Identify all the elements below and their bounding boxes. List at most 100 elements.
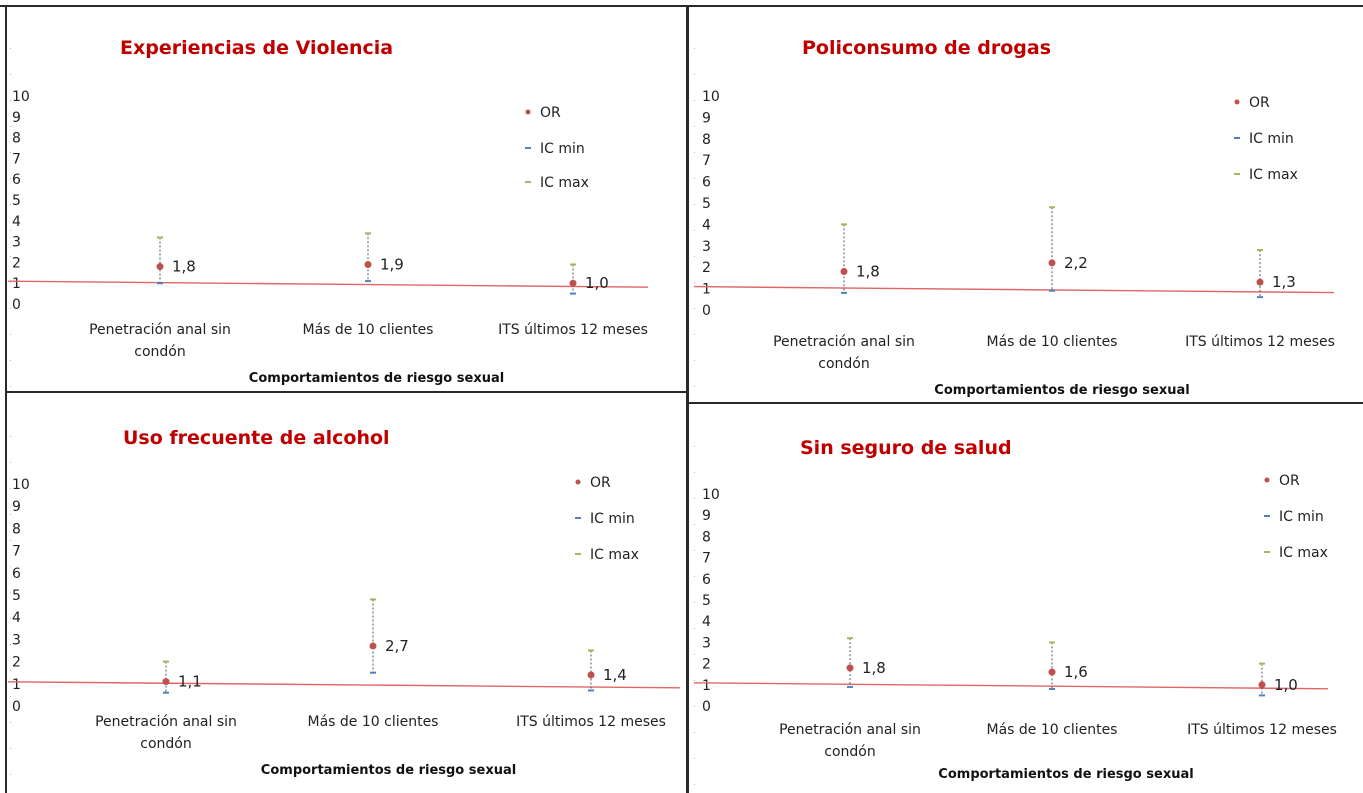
chart-panel-violencia: Experiencias de Violencia 0 1 2 3 4 5 6 7 8 9 10 1,8… — [7, 8, 684, 392]
y-tick-label: 10 — [702, 89, 720, 105]
or-data-label: 1,8 — [862, 659, 886, 677]
frame-dot — [694, 230, 695, 231]
chart-drogas: Policonsumo de drogas 0 1 2 3 4 5 6 7 8 9 10 1,8 Pene… — [693, 37, 1335, 398]
y-tick-label: 1 — [702, 678, 711, 694]
category-label: Más de 10 clientes — [987, 334, 1118, 350]
chart-title: Policonsumo de drogas — [802, 37, 1051, 59]
y-tick-label: 4 — [12, 610, 21, 626]
y-tick-label: 6 — [702, 175, 711, 191]
or-data-label: 1,0 — [1274, 676, 1298, 694]
category-label: ITS últimos 12 meses — [1185, 334, 1335, 350]
frame-dot — [694, 282, 695, 283]
legend-ic-min-label: IC min — [590, 511, 635, 527]
y-tick-label: 1 — [12, 677, 21, 693]
border-top — [0, 5, 1363, 7]
y-tick-label: 6 — [12, 566, 21, 582]
y-tick-label: 10 — [702, 487, 720, 503]
frame-dot — [694, 524, 695, 525]
legend: OR IC min IC max — [1234, 95, 1298, 183]
y-tick-label: 3 — [12, 632, 21, 648]
category-label: Penetración anal sin — [95, 714, 237, 730]
y-tick-label: 4 — [12, 214, 21, 230]
y-tick-label: 0 — [12, 699, 21, 715]
y-tick-label: 2 — [12, 655, 21, 671]
y-tick-label: 0 — [702, 699, 711, 715]
frame-dot — [10, 230, 11, 231]
or-data-label: 1,1 — [178, 673, 202, 691]
frame-dot — [10, 48, 11, 49]
legend-or-label: OR — [1249, 95, 1270, 111]
y-tick-label: 3 — [702, 239, 711, 255]
frame-dot — [694, 360, 695, 361]
y-tick-label: 9 — [12, 110, 21, 126]
x-axis-title: Comportamientos de riesgo sexual — [938, 767, 1193, 782]
chart-panel-drogas: Policonsumo de drogas 0 1 2 3 4 5 6 7 8 9 10 1,8 Pene… — [692, 8, 1360, 402]
or-data-label: 2,7 — [385, 637, 409, 655]
frame-dot — [10, 696, 11, 697]
category-label: Más de 10 clientes — [303, 322, 434, 338]
or-point — [156, 263, 164, 271]
or-point — [587, 671, 595, 679]
y-tick-label: 7 — [12, 151, 21, 167]
frame-dot — [694, 386, 695, 387]
legend-or-marker — [575, 479, 581, 485]
divider-vertical — [686, 5, 689, 793]
frame-dot — [10, 540, 11, 541]
frame-dot — [694, 152, 695, 153]
frame-dot — [694, 628, 695, 629]
or-data-label: 1,8 — [856, 262, 880, 280]
y-tick-label: 8 — [702, 529, 711, 545]
y-tick-label: 3 — [702, 635, 711, 651]
y-tick-label: 2 — [702, 657, 711, 673]
y-tick-label: 0 — [12, 297, 21, 313]
frame-dot — [10, 618, 11, 619]
frame-dot — [10, 204, 11, 205]
frame-dot — [694, 308, 695, 309]
y-tick-label: 2 — [12, 255, 21, 271]
y-tick-label: 5 — [12, 588, 21, 604]
category-label-line2: condón — [824, 744, 875, 760]
or-point — [369, 642, 377, 650]
frame-dot — [694, 204, 695, 205]
legend-ic-max-label: IC max — [540, 175, 589, 191]
y-tick-label: 1 — [12, 276, 21, 292]
frame-dot — [10, 748, 11, 749]
frame-dot — [10, 74, 11, 75]
y-tick-label: 8 — [12, 521, 21, 537]
frame-dot — [10, 436, 11, 437]
or-point — [1048, 259, 1056, 267]
category-label: Más de 10 clientes — [987, 722, 1118, 738]
frame-dot — [10, 178, 11, 179]
frame-dot — [10, 152, 11, 153]
y-tick-label: 5 — [702, 593, 711, 609]
category-label: ITS últimos 12 meses — [1187, 722, 1337, 738]
y-tick-label: 1 — [702, 282, 711, 298]
x-axis-title: Comportamientos de riesgo sexual — [249, 371, 504, 386]
frame-dot — [10, 670, 11, 671]
frame-dot — [10, 308, 11, 309]
frame-dot — [694, 446, 695, 447]
legend-ic-max-label: IC max — [1249, 167, 1298, 183]
legend-or-label: OR — [1279, 473, 1300, 489]
legend-or-marker — [1264, 477, 1270, 483]
y-tick-label: 4 — [702, 614, 711, 630]
category-label: Penetración anal sin — [773, 334, 915, 350]
frame-dot — [694, 550, 695, 551]
or-point — [840, 267, 848, 275]
chart-violencia: Experiencias de Violencia 0 1 2 3 4 5 6 7 8 9 10 1,8… — [7, 37, 649, 387]
frame-dot — [10, 100, 11, 101]
y-tick-label: 5 — [12, 193, 21, 209]
legend-ic-min-label: IC min — [540, 141, 585, 157]
divider-horizontal-right — [688, 402, 1363, 404]
y-tick-label: 4 — [702, 217, 711, 233]
frame-dot — [10, 282, 11, 283]
frame-dot — [10, 462, 11, 463]
y-tick-label: 7 — [12, 544, 21, 560]
frame-dot — [10, 644, 11, 645]
frame-dot — [10, 256, 11, 257]
frame-dot — [10, 126, 11, 127]
or-point — [1256, 278, 1264, 286]
y-tick-label: 8 — [702, 132, 711, 148]
category-label: Penetración anal sin — [89, 322, 231, 338]
legend: OR IC min IC max — [525, 105, 589, 191]
